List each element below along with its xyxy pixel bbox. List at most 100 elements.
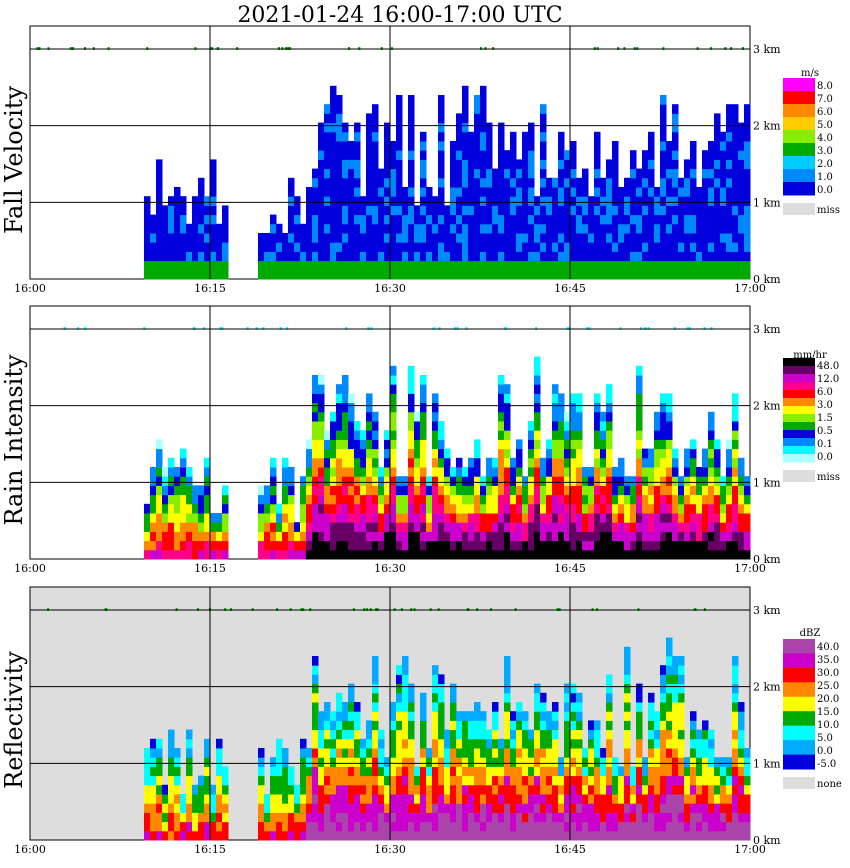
echo-cell bbox=[168, 214, 175, 225]
echo-cell bbox=[558, 803, 565, 813]
echo-cell bbox=[738, 205, 745, 216]
echo-cell bbox=[348, 233, 355, 243]
reflectivity-y-ticks: 0 km1 km2 km3 km bbox=[753, 604, 781, 847]
echo-cell bbox=[498, 223, 505, 234]
echo-cell bbox=[402, 494, 409, 505]
echo-cell bbox=[546, 748, 553, 758]
echo-cell bbox=[486, 131, 493, 142]
echo-cell bbox=[648, 141, 655, 151]
echo-cell bbox=[408, 457, 415, 468]
echo-cell bbox=[600, 766, 607, 777]
echo-cell bbox=[318, 549, 325, 560]
echo-cell bbox=[264, 251, 271, 262]
echo-cell bbox=[318, 513, 325, 523]
echo-cell bbox=[156, 439, 163, 450]
echo-cell bbox=[468, 794, 475, 804]
echo-cell bbox=[360, 485, 367, 496]
colorbar-level-label: 10.0 bbox=[817, 720, 839, 731]
echo-cell bbox=[582, 784, 589, 795]
echo-cell bbox=[486, 150, 493, 160]
echo-cell bbox=[450, 205, 457, 216]
echo-cell bbox=[588, 803, 595, 813]
echo-cell bbox=[294, 830, 301, 841]
echo-cell bbox=[642, 784, 649, 795]
echo-cell bbox=[612, 830, 619, 841]
echo-cell bbox=[666, 223, 673, 234]
echo-cell bbox=[654, 205, 661, 216]
echo-cell bbox=[564, 205, 571, 216]
echo-cell bbox=[312, 187, 319, 197]
echo-cell bbox=[390, 260, 397, 271]
echo-cell bbox=[504, 784, 511, 795]
echo-cell bbox=[468, 485, 475, 496]
echo-cell bbox=[222, 494, 229, 505]
echo-cell bbox=[528, 503, 535, 514]
echo-cell bbox=[636, 812, 643, 823]
echo-cell bbox=[378, 812, 385, 823]
echo-cell bbox=[558, 402, 565, 413]
echo-cell bbox=[348, 748, 355, 758]
echo-cell bbox=[534, 448, 541, 459]
echo-cell bbox=[570, 205, 577, 216]
echo-cell bbox=[540, 531, 547, 542]
echo-cell bbox=[624, 177, 631, 188]
echo-cell bbox=[498, 821, 505, 832]
echo-cell bbox=[744, 233, 751, 243]
echo-cell bbox=[630, 205, 637, 216]
echo-cell bbox=[162, 549, 169, 560]
echo-cell bbox=[480, 159, 487, 170]
echo-cell bbox=[312, 720, 319, 731]
echo-cell bbox=[660, 141, 667, 151]
echo-cell bbox=[642, 531, 649, 542]
echo-cell bbox=[336, 196, 343, 206]
echo-cell bbox=[318, 150, 325, 160]
echo-cell bbox=[396, 494, 403, 505]
echo-cell bbox=[270, 522, 277, 532]
echo-cell bbox=[342, 503, 349, 514]
echo-cell bbox=[546, 476, 553, 486]
echo-cell bbox=[702, 812, 709, 823]
echo-cell bbox=[384, 821, 391, 832]
echo-cell bbox=[366, 205, 373, 216]
echo-cell bbox=[198, 233, 205, 243]
echo-cell bbox=[606, 421, 613, 431]
echo-cell bbox=[360, 540, 367, 551]
echo-cell bbox=[564, 738, 571, 749]
echo-cell bbox=[366, 513, 373, 523]
echo-cell bbox=[312, 269, 319, 280]
echo-cell bbox=[210, 187, 217, 197]
echo-cell bbox=[684, 269, 691, 280]
echo-cell bbox=[390, 411, 397, 422]
echo-cell bbox=[558, 467, 565, 477]
echo-cell bbox=[594, 757, 601, 767]
echo-cell bbox=[330, 766, 337, 777]
echo-cell bbox=[534, 720, 541, 731]
echo-cell bbox=[660, 485, 667, 496]
echo-cell bbox=[450, 720, 457, 731]
echo-cell bbox=[522, 205, 529, 216]
echo-cell bbox=[660, 711, 667, 721]
echo-cell bbox=[498, 205, 505, 216]
echo-cell bbox=[336, 503, 343, 514]
echo-cell bbox=[456, 122, 463, 133]
echo-cell bbox=[432, 421, 439, 431]
x-tick-label: 16:45 bbox=[554, 282, 586, 295]
echo-cell bbox=[348, 159, 355, 170]
echo-cell bbox=[612, 757, 619, 767]
echo-cell bbox=[390, 503, 397, 514]
echo-cell bbox=[312, 494, 319, 505]
echo-cell bbox=[510, 812, 517, 823]
echo-cell bbox=[504, 187, 511, 197]
echo-cell bbox=[444, 794, 451, 804]
echo-cell bbox=[378, 503, 385, 514]
echo-cell bbox=[378, 242, 385, 252]
echo-cell bbox=[516, 775, 523, 786]
echo-cell bbox=[270, 251, 277, 262]
echo-cell bbox=[714, 260, 721, 271]
echo-cell bbox=[414, 439, 421, 450]
echo-cell bbox=[528, 494, 535, 505]
echo-cell bbox=[210, 177, 217, 188]
echo-cell bbox=[474, 214, 481, 225]
echo-cell bbox=[402, 214, 409, 225]
echo-cell bbox=[642, 457, 649, 468]
